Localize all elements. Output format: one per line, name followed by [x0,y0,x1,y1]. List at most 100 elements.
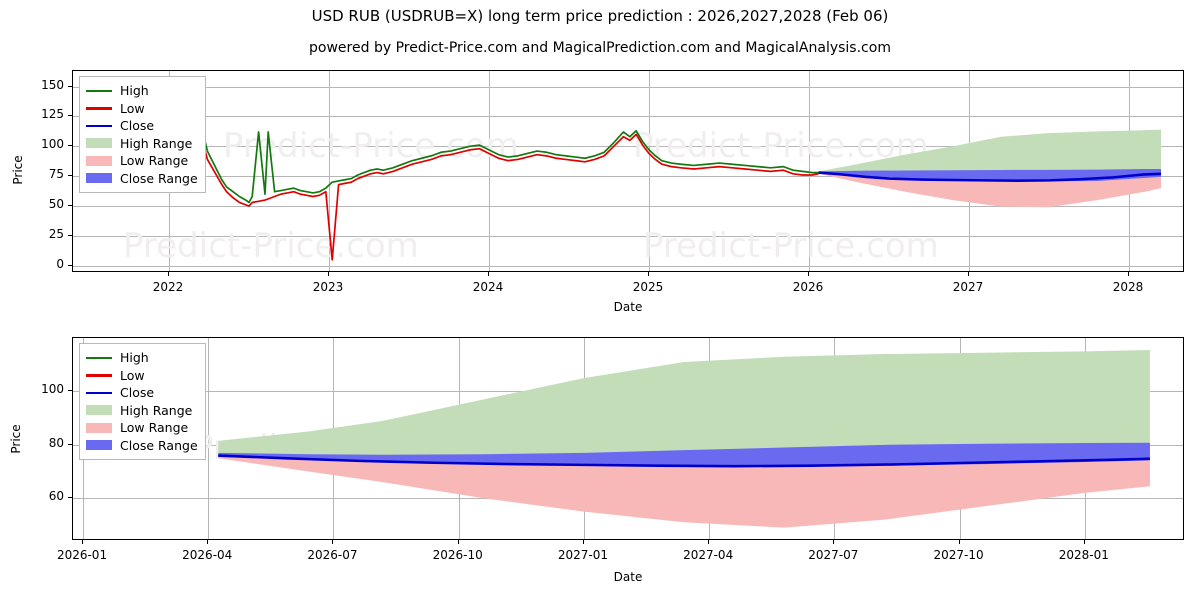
legend-swatch-mark [86,155,112,166]
legend-item-label: High Range [120,402,193,418]
legend-item-high[interactable]: High [86,82,198,100]
legend-item-low[interactable]: Low [86,367,198,385]
legend-item-label: High [120,83,149,99]
x-axis-tick-label: 2027 [952,280,984,294]
legend-swatch-icon [86,404,112,416]
x-axis-tick-label: 2027-01 [557,548,608,562]
gridline-vertical [834,338,836,539]
x-axis-tick-mark [1128,272,1129,276]
x-axis-tick-label: 2028-01 [1058,548,1109,562]
y-axis-tick-mark [68,115,72,117]
y-axis-tick-label: 60 [48,489,64,504]
legend-item-high-range[interactable]: High Range [86,135,198,153]
x-axis-tick-label: 2026 [792,280,824,294]
legend-swatch-mark [86,173,112,184]
band-high-range [218,350,1150,466]
x-axis-tick-label: 2026-04 [182,548,233,562]
y-axis-tick-mark [68,234,72,236]
legend-item-low[interactable]: Low [86,100,198,118]
legend-item-high[interactable]: High [86,349,198,367]
x-axis-tick-label: 2027-10 [933,548,984,562]
legend-swatch-mark [86,422,112,433]
legend-item-close[interactable]: Close [86,384,198,402]
legend-item-label: Close Range [120,437,198,453]
series-line-low [80,111,819,261]
watermark: Predict-Price.com [193,428,489,468]
legend-item-label: Low [120,367,145,383]
legend-swatch-mark [86,124,112,128]
page-title: USD RUB (USDRUB=X) long term price predi… [311,7,889,25]
legend-swatch-icon [86,352,112,364]
legend-item-close[interactable]: Close [86,117,198,135]
legend-item-label: Close [120,118,155,134]
band-low-range [218,455,1150,528]
x-axis-tick-mark [328,272,329,276]
gridline-horizontal [73,116,1183,118]
x-axis-tick-mark [82,540,84,544]
legend-swatch-icon [86,172,112,184]
legend-swatch-icon [86,155,112,167]
x-axis-tick-mark [808,272,809,276]
x-axis-tick-label: 2028 [1112,280,1144,294]
y-axis-tick-mark [68,390,72,392]
legend-swatch-mark [86,440,112,451]
legend-item-label: Low [120,100,145,116]
y-axis-tick-label: 25 [48,226,64,241]
legend-swatch-mark [86,374,112,377]
gridline-horizontal [73,176,1183,178]
y-axis-tick-mark [68,85,72,87]
legend-swatch-icon [86,387,112,399]
gridline-vertical [583,338,585,539]
x-axis-tick-mark [207,540,209,544]
legend-item-low-range[interactable]: Low Range [86,152,198,170]
x-axis-tick-mark [1083,540,1085,544]
x-axis-tick-label: 2025 [632,280,664,294]
gridline-vertical [333,338,335,539]
forecast-x-axis-label: Date [613,570,643,584]
forecast-plot-area: Predict-Price.com Predict-Price.com High Lo… [72,337,1184,540]
overview-plot-area: Predict-Price.com Predict-Price.com Predic… [72,70,1184,272]
legend-item-close-range[interactable]: Close Range [86,437,198,455]
legend-item-high-range[interactable]: High Range [86,402,198,420]
series-line-close [218,454,1150,468]
x-axis-tick-mark [708,540,710,544]
overview-chart-panel: Price Date Predict-Price.com Predict-Pric… [11,70,1184,314]
legend-swatch-mark [86,391,112,395]
plot-series-canvas [80,79,1162,261]
y-axis-tick-label: 125 [41,107,64,122]
x-axis-tick-label: 2023 [312,280,344,294]
legend-swatch-icon [86,137,112,149]
y-axis-tick-mark [68,264,72,266]
y-axis-tick-mark [68,145,72,147]
legend-item-close-range[interactable]: Close Range [86,170,198,188]
gridline-vertical [809,71,810,271]
gridline-vertical [83,338,85,539]
x-axis-tick-mark [968,272,969,276]
y-axis-tick-label: 150 [41,77,64,92]
legend-swatch-mark [86,89,112,93]
gridline-horizontal [73,235,1183,237]
legend-item-low-range[interactable]: Low Range [86,419,198,437]
legend-swatch-icon [86,369,112,381]
x-axis-tick-mark [488,272,489,276]
x-axis-tick-mark [833,540,835,544]
page-subtitle: powered by Predict-Price.com and Magical… [309,40,891,56]
band-low-range [818,172,1161,208]
legend-swatch-mark [86,138,112,149]
x-axis-tick-label: 2022 [152,280,184,294]
y-axis-tick-label: 50 [48,197,64,212]
legend-swatch-mark [86,107,112,110]
gridline-vertical [959,338,961,539]
gridline-horizontal [73,265,1183,267]
chart-legend: High Low Close High Range Low Range Close Ran… [79,343,206,460]
legend-item-label: Close Range [120,170,198,186]
legend-swatch-icon [86,120,112,132]
gridline-vertical [489,71,490,271]
gridline-vertical [709,338,711,539]
gridline-vertical [1084,338,1086,539]
y-axis-tick-label: 75 [48,167,64,182]
gridline-horizontal [73,206,1183,208]
x-axis-tick-mark [168,272,169,276]
gridline-vertical [458,338,460,539]
